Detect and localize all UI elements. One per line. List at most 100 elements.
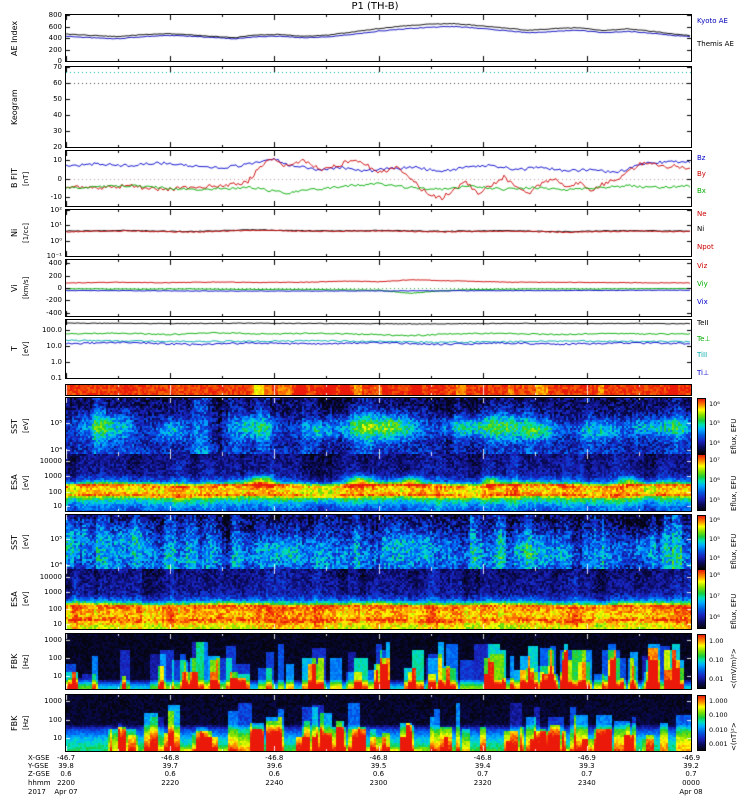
legend-label-viz: Viz — [697, 261, 708, 270]
bottom-value: 0000 — [682, 779, 700, 787]
y-tick-label: 1.0 — [50, 357, 62, 366]
y-tick-label: 400 — [48, 259, 62, 268]
esa-electron-colorbar-title: Eflux, EFU — [730, 593, 738, 629]
y-tick-label: 1000 — [44, 472, 62, 481]
esa-ion-ylabel: ESA — [10, 474, 19, 491]
y-tick-label: 1000 — [44, 588, 62, 597]
legend-label-npot: Npot — [697, 242, 714, 251]
colorbar-tick-label: 10⁴ — [709, 438, 720, 447]
date-row: 2017 Apr 07 Apr 08 — [0, 788, 750, 797]
ni-ylabel-units: [1/cc] — [22, 223, 30, 243]
date-row-label: 2017 — [28, 788, 46, 796]
y-tick-label: 70 — [53, 63, 62, 71]
panel-sst-ion-spectrogram: SST [eV] 10⁵ 10⁴ 10⁶ 10⁵ 10⁴ Eflux, EFU — [10, 397, 738, 455]
bottom-value: 39.6 — [266, 762, 283, 770]
bottom-value: -46.9 — [681, 754, 701, 762]
y-tick-label: 600 — [48, 22, 62, 31]
bottom-value: 39.5 — [370, 762, 387, 770]
y-tick-label: 100 — [48, 487, 62, 496]
bottom-value: 0.6 — [60, 770, 72, 778]
bfit-ylabel: B FIT — [10, 168, 19, 189]
panel-esa-ion-spectrogram: ESA [eV] 10000 1000 100 10 10⁷ 10⁶ 10⁵ Eflux, E… — [10, 454, 738, 512]
colorbar-tick-label: 10⁵ — [709, 495, 720, 504]
bottom-value: -46.8 — [369, 754, 388, 762]
legend-label-te-: Te⊥ — [697, 334, 711, 343]
y-tick-label: 10⁴ — [50, 445, 62, 454]
colorbar-tick-label: 10⁶ — [709, 613, 720, 621]
sst-electron-colorbar-title: Eflux, EFU — [730, 533, 738, 569]
y-tick-label: 10 — [53, 156, 62, 165]
y-tick-label: 100 — [48, 715, 62, 724]
colorbar-tick-label: 10⁷ — [709, 592, 720, 600]
fbk-scm-colorbar-title: <(nT)²> — [730, 722, 738, 751]
y-tick-label: 10 — [53, 620, 62, 629]
y-tick-label: 0 — [57, 174, 62, 183]
esa-ion-spectrogram-canvas — [66, 454, 691, 511]
panel-bfit: B FIT [nT] 10 0 -10 Bz By Bx — [10, 150, 706, 207]
bottom-value: 0.6 — [372, 770, 385, 778]
colorbar-tick-label: 0.10 — [709, 655, 724, 664]
sst-electron-ylabel: SST — [10, 534, 19, 550]
panel-temperature: T [eV] 100.0 10.0 1.0 0.1 TeII Te⊥ TiII Ti⊥ — [10, 319, 711, 382]
plot-title: P1 (TH-B) — [351, 1, 399, 12]
y-tick-label: 10⁵ — [50, 535, 62, 544]
panel-keogram: Keogram 70 60 50 40 30 20 — [10, 63, 692, 151]
sst-ion-colorbar — [697, 398, 706, 454]
y-tick-label: 100 — [48, 654, 62, 663]
temperature-ylabel: T — [10, 346, 19, 352]
panel-sst-electron-spectrogram: SST [eV] 10⁵ 10⁴ 10⁶ 10⁵ 10⁴ Eflux, EFU — [10, 514, 738, 570]
legend-label-teii: TeII — [697, 318, 709, 327]
y-tick-label: 0 — [57, 57, 62, 65]
fbk-scm-colorbar — [697, 695, 706, 751]
keogram-ylabel: Keogram — [10, 89, 19, 125]
y-tick-label: 100.0 — [41, 325, 62, 334]
y-tick-label: 40 — [53, 111, 62, 119]
bottom-value: 39.3 — [579, 762, 595, 770]
y-tick-label: 20 — [53, 143, 62, 151]
zgse-row: Z-GSE 0.6 0.6 0.6 0.6 0.7 0.7 0.7 — [0, 770, 750, 779]
y-tick-label: 800 — [48, 11, 62, 19]
legend-label-bx: Bx — [697, 186, 706, 195]
time-axis-row-label: hhmm — [28, 779, 51, 787]
panel-vi: Vi [km/s] 400 200 0 -200 -400 Viz Viy Vix — [10, 259, 708, 317]
bottom-value: 2320 — [473, 779, 492, 787]
colorbar-tick-label: 10⁴ — [709, 554, 720, 563]
panel-ni: Ni [1/cc] 10² 10¹ 10⁰ 10⁻¹ Ne Ni Npot — [10, 206, 714, 260]
bottom-value: 39.4 — [474, 762, 491, 770]
fbk-efw-colorbar — [697, 634, 706, 689]
colorbar-tick-label: 10⁷ — [709, 455, 720, 464]
ni-canvas — [66, 210, 691, 256]
colorbar-tick-label: 0.010 — [709, 725, 728, 734]
vi-canvas — [66, 260, 691, 316]
vi-ylabel: Vi — [10, 284, 19, 292]
esa-ion-colorbar — [697, 454, 706, 511]
bottom-value: 2300 — [369, 779, 388, 787]
y-tick-label: 10⁻¹ — [46, 252, 62, 260]
bottom-value: -46.8 — [265, 754, 284, 762]
ygse-row-label: Y-GSE — [28, 762, 49, 770]
fbk-scm-ylabel: FBK — [10, 715, 19, 731]
ae-index-ylabel: AE Index — [10, 20, 19, 56]
bottom-value: 39.2 — [683, 762, 699, 770]
esa-electron-ylabel: ESA — [10, 591, 19, 607]
fbk-efw-colorbar-title: <(mV/m)²> — [730, 648, 738, 689]
legend-label-viy: Viy — [697, 279, 708, 288]
legend-label-themis-ae: Themis AE — [697, 39, 734, 48]
temperature-canvas — [66, 320, 691, 378]
panel-ae-index: AE Index 800 600 400 200 0 Kyoto AE Themis AE — [10, 11, 734, 65]
panel-fbk-scm-spectrogram: FBK [Hz] 1000 100 10 1.000 0.100 0.010 0.001 <(… — [10, 694, 738, 752]
time-axis-row: hhmm 2200 2220 2240 2300 2320 2340 0000 — [0, 779, 750, 788]
y-tick-label: 400 — [48, 34, 62, 42]
colorbar-tick-label: 0.100 — [709, 711, 728, 720]
ygse-row: Y-GSE 39.8 39.7 39.6 39.5 39.4 39.3 39.2 — [0, 762, 750, 771]
y-tick-label: 10 — [53, 672, 62, 681]
legend-label-ne: Ne — [697, 209, 707, 218]
bottom-value: Apr 08 — [679, 788, 703, 796]
y-tick-label: -400 — [46, 308, 62, 317]
bottom-value: 2200 — [57, 779, 75, 787]
ni-ylabel: Ni — [10, 228, 19, 238]
y-tick-label: 10 — [53, 502, 62, 511]
y-tick-label: 10 — [53, 734, 62, 743]
y-tick-label: 10² — [50, 206, 62, 214]
legend-label-kyoto-ae: Kyoto AE — [697, 16, 728, 25]
